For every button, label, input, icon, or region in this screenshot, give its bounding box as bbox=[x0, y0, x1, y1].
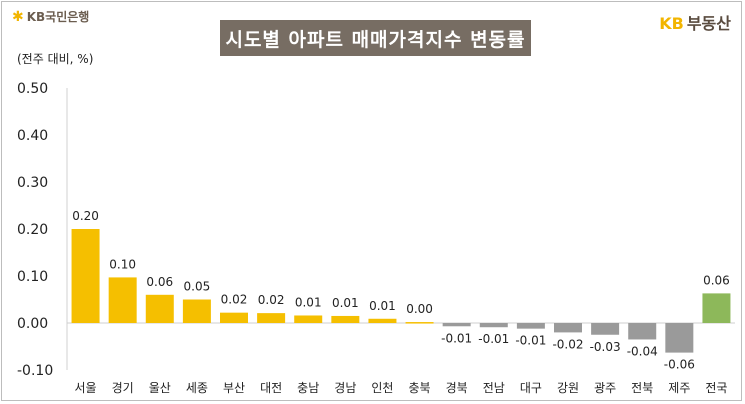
brand-logo: KB 부동산 bbox=[659, 10, 731, 34]
data-label: 0.05 bbox=[184, 280, 211, 294]
category-label: 전북 bbox=[631, 381, 653, 395]
bar bbox=[516, 323, 545, 329]
chart-title: 시도별 아파트 매매가격지수 변동률 bbox=[220, 20, 531, 56]
y-tick-label: 0.20 bbox=[17, 222, 48, 238]
category-label: 광주 bbox=[594, 381, 616, 395]
bar bbox=[405, 322, 434, 324]
bar bbox=[71, 229, 100, 323]
data-label: 0.20 bbox=[72, 209, 99, 223]
data-label: 0.02 bbox=[221, 293, 248, 307]
data-label: -0.01 bbox=[515, 334, 546, 348]
category-label: 충북 bbox=[409, 381, 431, 395]
bar bbox=[628, 323, 657, 340]
bar bbox=[591, 323, 620, 335]
bar bbox=[554, 323, 582, 333]
category-label: 강원 bbox=[557, 381, 579, 395]
category-label: 경남 bbox=[334, 381, 356, 395]
y-tick-label: 0.50 bbox=[17, 81, 48, 97]
brand-kb: KB bbox=[659, 14, 684, 33]
data-label: 0.02 bbox=[258, 293, 285, 307]
category-label: 인천 bbox=[371, 380, 393, 395]
data-label: 0.01 bbox=[369, 299, 396, 313]
bar bbox=[479, 323, 508, 328]
category-label: 부산 bbox=[223, 381, 245, 395]
data-label: 0.01 bbox=[295, 295, 322, 309]
y-tick-label: 0.40 bbox=[17, 128, 48, 144]
data-label: -0.02 bbox=[552, 337, 583, 351]
data-label: -0.03 bbox=[590, 340, 621, 354]
bank-logo: ✱ KB국민은행 bbox=[12, 8, 89, 25]
category-label: 경기 bbox=[112, 381, 134, 395]
bar bbox=[257, 313, 286, 323]
y-tick-label: 0.10 bbox=[17, 269, 48, 285]
bar bbox=[108, 277, 137, 323]
star-icon: ✱ bbox=[12, 8, 24, 25]
bar bbox=[294, 315, 323, 323]
bar bbox=[442, 323, 471, 327]
bar bbox=[368, 318, 397, 323]
data-label: -0.01 bbox=[441, 331, 472, 345]
data-label: -0.01 bbox=[478, 332, 509, 346]
category-label: 충남 bbox=[297, 381, 319, 395]
bar bbox=[145, 294, 174, 323]
y-tick-label: 0.00 bbox=[17, 316, 48, 332]
data-label: 0.00 bbox=[406, 302, 433, 316]
unit-label: (전주 대비, %) bbox=[17, 52, 94, 66]
category-label: 경북 bbox=[446, 381, 468, 395]
y-tick-label: -0.10 bbox=[17, 363, 53, 379]
category-label: 울산 bbox=[149, 381, 171, 395]
category-label: 전국 bbox=[705, 381, 727, 395]
category-label: 세종 bbox=[186, 381, 208, 395]
chart-title-text: 시도별 아파트 매매가격지수 변동률 bbox=[225, 28, 526, 51]
y-tick-label: 0.30 bbox=[17, 175, 48, 191]
category-label: 제주 bbox=[668, 381, 690, 395]
bar bbox=[702, 293, 731, 323]
data-label: -0.06 bbox=[664, 358, 695, 372]
bar bbox=[182, 299, 211, 323]
category-label: 전남 bbox=[483, 381, 505, 395]
bar bbox=[665, 323, 694, 353]
category-label: 서울 bbox=[75, 381, 97, 395]
category-label: 대전 bbox=[260, 381, 282, 395]
bar bbox=[220, 312, 248, 323]
category-label: 대구 bbox=[520, 381, 542, 395]
bar bbox=[331, 315, 360, 323]
brand-name: 부동산 bbox=[686, 14, 731, 33]
bank-logo-text: KB국민은행 bbox=[26, 10, 90, 24]
data-label: 0.01 bbox=[332, 296, 359, 310]
data-label: 0.06 bbox=[703, 273, 730, 287]
data-label: 0.06 bbox=[146, 275, 173, 289]
data-label: -0.04 bbox=[627, 344, 658, 358]
data-label: 0.10 bbox=[109, 257, 136, 271]
